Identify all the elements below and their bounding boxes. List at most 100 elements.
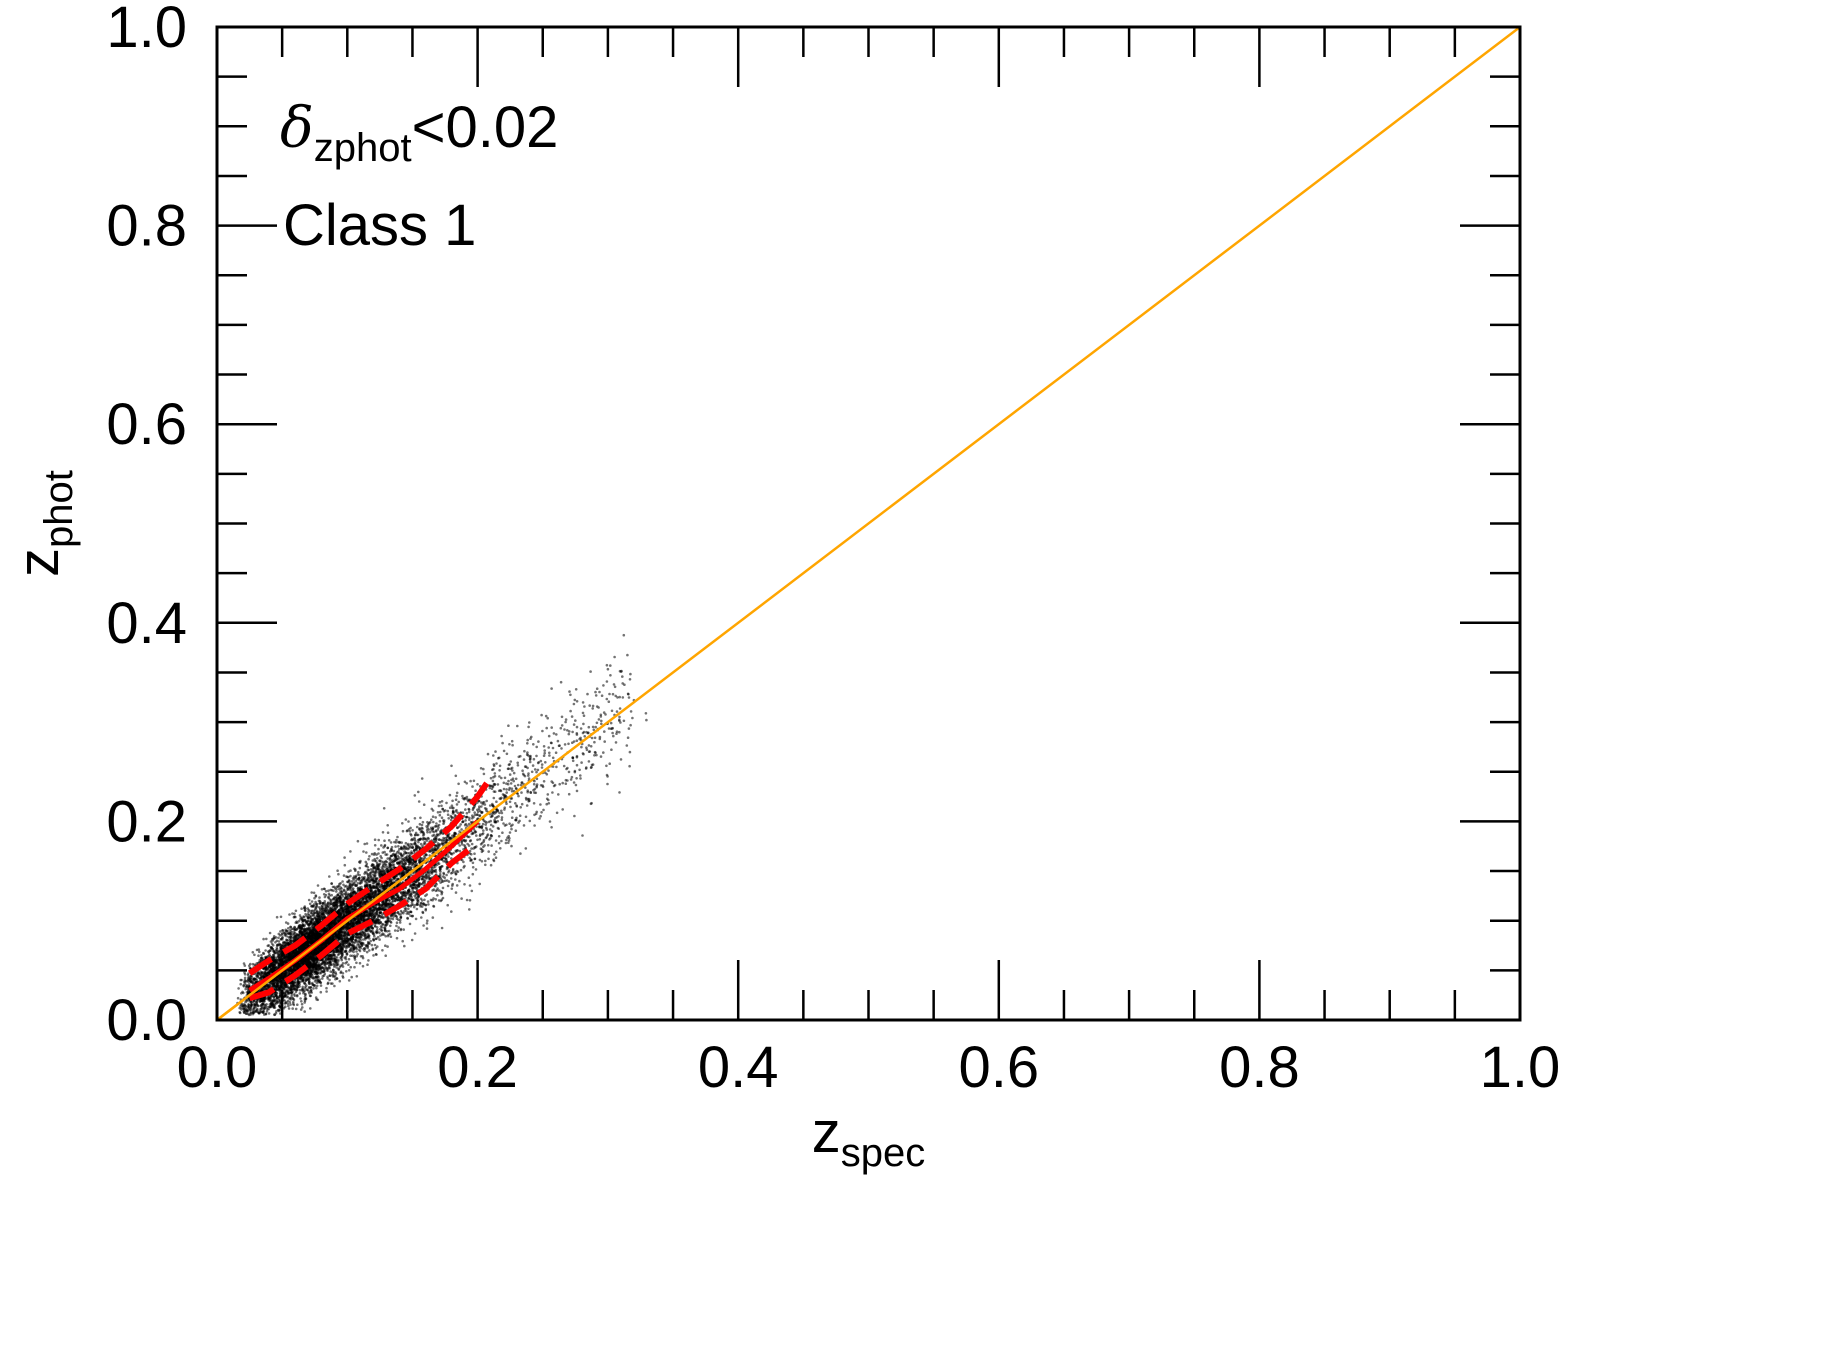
scatter-point xyxy=(290,993,294,997)
scatter-point xyxy=(342,874,346,877)
scatter-point xyxy=(621,696,625,699)
scatter-point xyxy=(559,680,563,684)
scatter-point xyxy=(564,718,568,721)
scatter-point xyxy=(349,965,353,969)
scatter-point xyxy=(507,779,510,783)
scatter-point xyxy=(465,898,469,902)
scatter-point xyxy=(519,806,522,809)
scatter-point xyxy=(526,742,529,745)
scatter-point xyxy=(615,730,619,733)
scatter-point xyxy=(478,837,482,841)
scatter-point xyxy=(575,789,579,793)
scatter-point xyxy=(355,975,359,978)
scatter-point xyxy=(347,963,350,966)
scatter-point xyxy=(417,800,421,803)
scatter-point xyxy=(520,781,523,784)
scatter-point xyxy=(574,688,578,691)
scatter-point xyxy=(498,769,501,772)
scatter-point xyxy=(540,811,543,814)
scatter-point xyxy=(476,838,479,842)
scatter-point xyxy=(262,937,265,941)
scatter-point xyxy=(460,843,464,846)
scatter-point xyxy=(455,808,458,812)
scatter-point xyxy=(529,754,532,758)
scatter-point xyxy=(436,828,440,831)
scatter-point xyxy=(262,952,266,955)
scatter-point xyxy=(257,948,261,951)
scatter-point xyxy=(309,994,312,998)
scatter-point xyxy=(498,775,501,778)
scatter-point xyxy=(482,845,485,849)
scatter-point xyxy=(440,898,444,901)
scatter-point xyxy=(415,825,419,829)
scatter-point xyxy=(373,943,377,947)
scatter-point xyxy=(502,787,506,791)
scatter-point xyxy=(484,826,488,830)
scatter-point xyxy=(574,783,578,787)
scatter-point xyxy=(395,924,398,928)
scatter-point xyxy=(388,859,392,862)
scatter-point xyxy=(377,852,380,855)
scatter-point xyxy=(486,833,490,836)
scatter-point xyxy=(504,841,508,845)
scatter-point xyxy=(589,670,592,673)
scatter-point xyxy=(528,819,532,823)
scatter-point xyxy=(524,847,528,850)
scatter-point xyxy=(401,939,405,943)
scatter-point xyxy=(550,826,553,829)
scatter-point xyxy=(500,734,503,738)
scatter-point xyxy=(622,633,626,637)
scatter-point xyxy=(476,783,479,786)
scatter-point xyxy=(399,927,403,931)
scatter-point xyxy=(475,834,478,837)
scatter-point xyxy=(365,842,369,845)
scatter-point xyxy=(593,754,596,757)
scatter-point xyxy=(455,794,458,798)
scatter-point xyxy=(465,782,469,785)
scatter-point xyxy=(408,922,412,926)
scatter-point xyxy=(574,719,577,722)
scatter-point xyxy=(491,825,495,828)
scatter-point xyxy=(618,715,621,719)
scatter-point xyxy=(618,791,621,794)
scatter-point xyxy=(419,905,422,908)
scatter-point xyxy=(349,850,352,853)
scatter-point xyxy=(422,803,426,806)
scatter-point xyxy=(319,984,323,987)
scatter-point xyxy=(488,804,492,807)
scatter-point xyxy=(369,939,373,943)
scatter-point xyxy=(468,839,472,843)
scatter-point xyxy=(279,915,283,919)
scatter-point xyxy=(376,935,380,939)
scatter-point xyxy=(558,744,561,747)
scatter-point xyxy=(243,978,247,982)
scatter-point xyxy=(450,804,454,807)
scatter-point xyxy=(380,860,383,863)
scatter-point xyxy=(468,908,471,911)
scatter-point xyxy=(420,916,423,919)
scatter-point xyxy=(401,829,405,833)
scatter-point xyxy=(589,766,593,769)
scatter-point xyxy=(396,929,400,932)
scatter-point xyxy=(540,713,543,717)
scatter-point xyxy=(493,783,496,787)
scatter-point xyxy=(287,927,290,930)
scatter-point xyxy=(521,769,524,772)
scatter-point xyxy=(315,981,319,984)
scatter-point xyxy=(438,820,442,823)
scatter-point xyxy=(604,713,607,716)
scatter-point xyxy=(458,879,461,883)
scatter-point xyxy=(421,820,425,824)
scatter-point xyxy=(502,749,506,753)
scatter-point xyxy=(484,823,488,826)
scatter-point xyxy=(459,868,463,872)
scatter-point xyxy=(537,740,540,743)
scatter-point xyxy=(291,1007,295,1010)
scatter-point xyxy=(342,883,345,887)
scatter-point xyxy=(508,773,512,776)
scatter-point xyxy=(575,777,578,780)
scatter-point xyxy=(446,813,450,816)
scatter-point xyxy=(559,726,563,730)
scatter-point xyxy=(487,850,491,853)
